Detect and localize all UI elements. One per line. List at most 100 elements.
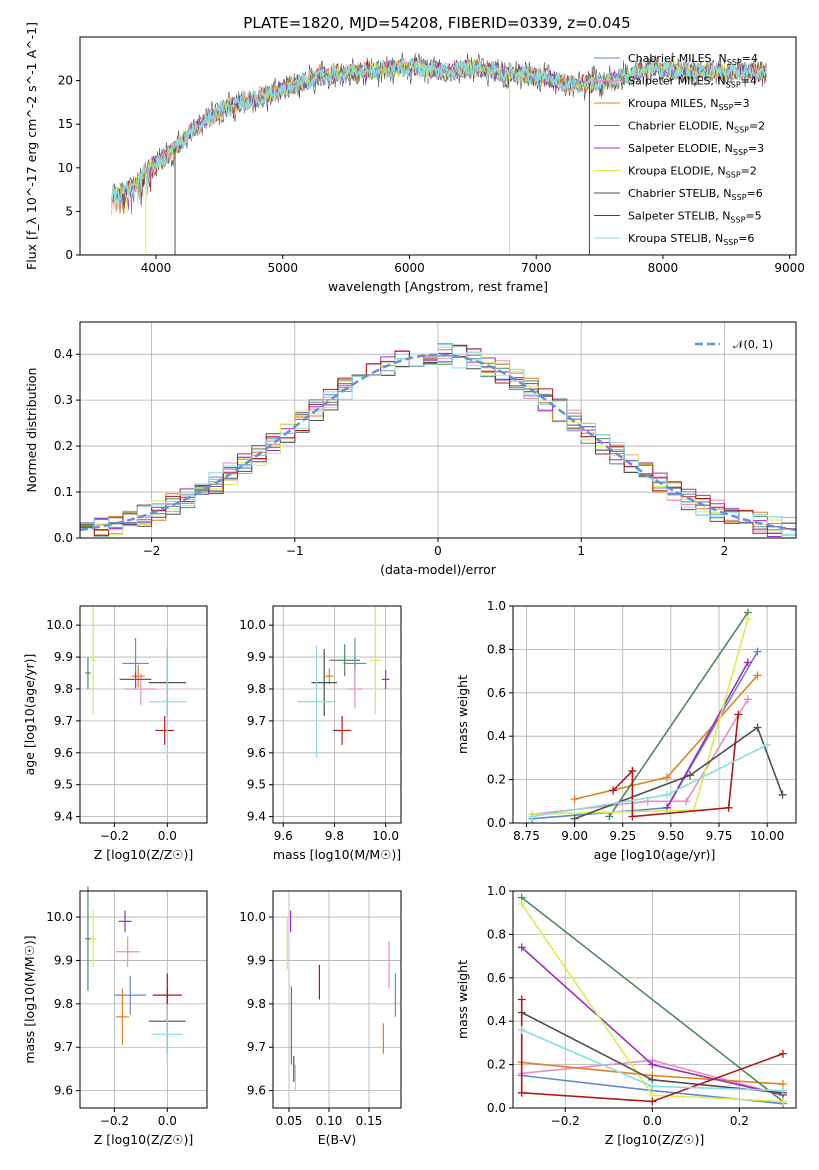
x-tick-label: 0.05: [276, 1114, 303, 1128]
axes-frame: [79, 890, 208, 1109]
errorbar-point: [333, 716, 352, 745]
errorbar-point: [114, 975, 147, 1015]
legend-label: Chabrier STELIB, NSSP=6: [628, 187, 763, 202]
errorbar-point: [325, 668, 334, 685]
x-tick-label: 9.8: [325, 829, 344, 843]
x-tick-label: 0.2: [730, 1114, 749, 1128]
plus-marker: [628, 766, 637, 775]
y-tick-label: 1.0: [487, 884, 506, 898]
plus-marker: [724, 803, 733, 812]
x-tick-label: 9.75: [706, 829, 733, 843]
x-tick-label: 9.50: [658, 829, 685, 843]
plus-marker: [609, 786, 618, 795]
plus-marker: [743, 615, 752, 624]
plus-marker: [663, 790, 672, 799]
gridlines: [80, 606, 207, 823]
y-tick-label: 9.8: [54, 682, 73, 696]
plus-marker: [517, 1025, 526, 1034]
x-tick-label: 8.75: [513, 829, 540, 843]
panel-age-vs-mass: 9.6 9.8 10.0 9.4 9.5 9.6 9.7 9.8 9.9 10.0 mass [lo…: [239, 605, 402, 862]
y-tick-label: 9.9: [54, 650, 73, 664]
x-tick-label: 0.0: [643, 1114, 662, 1128]
x-axis-label: Z [log10(Z/Z☉)]: [605, 1132, 705, 1147]
legend-label: Chabrier ELODIE, NSSP=2: [628, 120, 765, 135]
plus-marker: [778, 1086, 787, 1095]
normal-curve: [80, 353, 796, 532]
panel-mass-vs-metallicity: −0.2 0.0 9.6 9.7 9.8 9.9 10.0 Z [log10(Z/Z☉)] ma…: [22, 886, 208, 1147]
x-tick-label: 9000: [774, 261, 805, 275]
x-axis-label: mass [log10(M/M☉)]: [273, 847, 401, 862]
x-tick-label: 0: [434, 544, 442, 558]
axes-frame: [272, 890, 402, 1109]
y-axis-label: Normed distribution: [24, 368, 39, 493]
plus-marker: [743, 695, 752, 704]
plot-area: [85, 606, 186, 758]
plus-marker: [628, 812, 637, 821]
y-tick-label: 10.0: [239, 910, 266, 924]
plot-area: [517, 893, 787, 1108]
x-tick-label: −0.2: [100, 1114, 129, 1128]
x-tick-label: 9.25: [609, 829, 636, 843]
errorbar-point: [124, 673, 157, 705]
legend-label: Salpeter ELODIE, NSSP=3: [628, 142, 764, 157]
plus-marker: [734, 710, 743, 719]
gridlines: [513, 605, 796, 824]
y-tick-label: 10: [58, 161, 73, 175]
errorbar-point: [381, 669, 390, 689]
hist-series-8: [80, 344, 796, 538]
plus-marker: [570, 795, 579, 804]
y-tick-label: 9.7: [54, 714, 73, 728]
spectrum-line-8: [111, 57, 767, 210]
x-axis-label: wavelength [Angstrom, rest frame]: [328, 279, 548, 294]
y-tick-label: 0.2: [54, 439, 73, 453]
axes-frame: [512, 890, 797, 1109]
y-tick-label: 10.0: [239, 618, 266, 632]
x-tick-label: 5000: [267, 261, 298, 275]
errorbar-point: [115, 988, 129, 1046]
y-tick-label: 9.6: [247, 1084, 266, 1098]
x-tick-label: −0.2: [551, 1114, 580, 1128]
x-tick-label: 0.15: [356, 1114, 383, 1128]
y-tick-label: 0.0: [54, 531, 73, 545]
y-tick-label: 0.0: [487, 1101, 506, 1115]
x-tick-label: 10.0: [372, 829, 399, 843]
y-tick-label: 9.8: [247, 682, 266, 696]
y-axis-label: mass [log10(M/M☉)]: [22, 935, 37, 1063]
y-tick-label: 9.6: [54, 1084, 73, 1098]
plus-marker: [753, 671, 762, 680]
chart-title: PLATE=1820, MJD=54208, FIBERID=0339, z=0…: [243, 14, 630, 32]
legend-label: Chabrier MILES, NSSP=4: [628, 52, 758, 67]
x-axis-label: E(B-V): [318, 1132, 357, 1147]
plus-marker: [778, 1097, 787, 1106]
x-axis-label: (data-model)/error: [380, 562, 497, 577]
x-tick-label: 0.10: [316, 1114, 343, 1128]
weight-line-4: [666, 662, 749, 809]
plot-area: [286, 910, 396, 1091]
plot-area: [80, 343, 796, 538]
plus-marker: [753, 647, 762, 656]
errorbar-point: [329, 644, 361, 677]
errorbar-point: [148, 645, 186, 758]
errorbar-point: [151, 1003, 184, 1065]
y-tick-label: 10.0: [46, 910, 73, 924]
errorbar-point: [85, 886, 91, 991]
y-tick-label: 9.6: [54, 746, 73, 760]
legend-label: Salpeter STELIB, NSSP=5: [628, 210, 762, 225]
errorbar-point: [370, 606, 381, 715]
y-tick-label: 0.1: [54, 485, 73, 499]
x-tick-label: −1: [286, 544, 304, 558]
legend-label: 𝒩(0, 1): [733, 338, 773, 351]
plus-marker: [605, 812, 614, 821]
plus-marker: [528, 812, 537, 821]
y-tick-label: 5: [65, 204, 73, 218]
x-axis-label: Z [log10(Z/Z☉)]: [94, 1132, 194, 1147]
x-tick-label: 2: [721, 544, 729, 558]
x-tick-label: 10.00: [750, 829, 784, 843]
plus-marker: [648, 1082, 657, 1091]
y-tick-label: 20: [58, 74, 73, 88]
panel-mass-vs-extinction: 0.05 0.10 0.15 9.6 9.7 9.8 9.9 10.0 E(B-V): [239, 890, 402, 1147]
axes-frame: [79, 36, 797, 256]
gridlines: [273, 891, 401, 1108]
plus-marker: [682, 797, 691, 806]
